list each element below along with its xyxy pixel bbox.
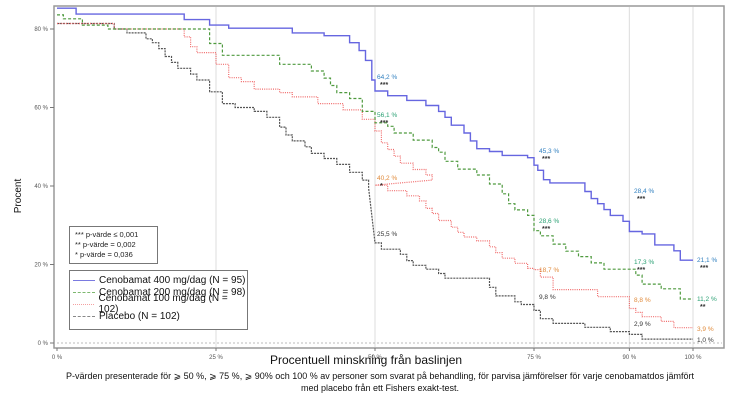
legend-label: Cenobamat 100 mg/dag (N = 102) (98, 293, 228, 315)
value-label: 3,9 % (697, 326, 714, 333)
legend-label: Cenobamat 200 mg/dag (N = 98) (99, 286, 246, 298)
legend-swatch-placebo (73, 315, 95, 317)
legend-item: Placebo (N = 102) (73, 310, 247, 322)
curve-cenobamat-400 (57, 7, 693, 261)
footnote: P-värden presenterade för ⩾ 50 %, ⩾ 75 %… (66, 371, 694, 393)
x-tick-label: 75 % (527, 355, 541, 361)
legend-swatch-100 (73, 303, 95, 305)
value-label: 56,1 % (377, 112, 397, 119)
pvalue-legend-item: ** p-värde = 0,002 (75, 240, 136, 249)
x-tick-label: 100 % (684, 355, 702, 361)
significance-marker: *** (700, 265, 708, 272)
legend-item: Cenobamat 400 mg/dag (N = 95) (73, 274, 247, 286)
value-label: 40,2 % (377, 175, 397, 182)
x-tick-label: 0 % (52, 355, 63, 361)
value-label: 1,0 % (697, 337, 714, 344)
value-label: 28,6 % (539, 218, 559, 225)
y-tick-label: 20 % (34, 263, 48, 269)
x-tick-label: 25 % (209, 355, 223, 361)
legend-swatch-200 (73, 291, 95, 293)
significance-marker: *** (380, 82, 388, 89)
value-label: 21,1 % (697, 257, 717, 264)
y-tick-label: 80 % (34, 27, 48, 33)
y-tick-label: 60 % (34, 106, 48, 112)
x-tick-label: 50 % (368, 355, 382, 361)
significance-marker: * (380, 183, 383, 190)
legend-item: Cenobamat 100 mg/dag (N = 102) (73, 293, 247, 315)
significance-marker: ** (700, 304, 706, 311)
curve-cenobamat-200 (57, 14, 693, 300)
value-label: 11,2 % (697, 296, 717, 303)
y-tick-label: 40 % (34, 184, 48, 190)
pvalue-legend-item: * p-värde = 0,036 (75, 250, 133, 259)
y-axis-label: Procent (13, 179, 24, 214)
value-label: 8,8 % (634, 297, 651, 304)
value-label: 9,8 % (539, 294, 556, 301)
pvalue-legend-item: *** p-värde ≤ 0,001 (75, 230, 139, 239)
value-label: 25,5 % (377, 231, 397, 238)
legend-item: Cenobamat 200 mg/dag (N = 98) (73, 286, 247, 298)
x-axis-label: Procentuell minskning från baslinjen (269, 353, 463, 367)
significance-marker: *** (542, 226, 550, 233)
significance-marker: *** (380, 120, 388, 127)
value-label: 28,4 % (634, 188, 654, 195)
significance-marker: *** (637, 267, 645, 274)
x-tick-label: 90 % (623, 355, 637, 361)
value-label: 64,2 % (377, 74, 397, 81)
curve-placebo (57, 22, 693, 340)
pvalue-legend-box: *** p-värde ≤ 0,001 ** p-värde = 0,002 *… (69, 226, 158, 264)
significance-marker: *** (542, 156, 550, 163)
legend-label: Cenobamat 400 mg/dag (N = 95) (99, 274, 246, 286)
significance-marker: *** (637, 196, 645, 203)
value-label: 2,9 % (634, 321, 651, 328)
value-label: 18,7 % (539, 267, 559, 274)
curve-cenobamat-100 (57, 22, 693, 329)
series-legend: Cenobamat 400 mg/dag (N = 95) Cenobamat … (69, 270, 248, 330)
legend-swatch-400 (73, 279, 95, 281)
value-label: 45,3 % (539, 148, 559, 155)
y-tick-label: 0 % (38, 341, 49, 347)
legend-label: Placebo (N = 102) (99, 310, 180, 322)
value-label: 17,3 % (634, 259, 654, 266)
